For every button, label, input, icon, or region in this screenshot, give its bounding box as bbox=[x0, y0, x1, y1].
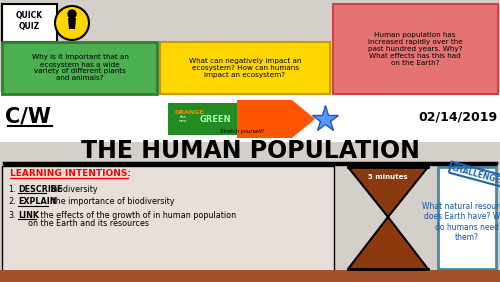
FancyBboxPatch shape bbox=[2, 42, 157, 94]
Polygon shape bbox=[348, 167, 428, 217]
Text: EXPLAIN: EXPLAIN bbox=[18, 197, 57, 206]
Text: the
new: the new bbox=[179, 115, 187, 123]
Polygon shape bbox=[68, 18, 76, 29]
Text: the importance of biodiversity: the importance of biodiversity bbox=[50, 197, 174, 206]
Text: LINK: LINK bbox=[18, 210, 39, 219]
Text: 1.: 1. bbox=[8, 184, 16, 193]
Circle shape bbox=[55, 6, 89, 40]
Text: Stretch yourself!: Stretch yourself! bbox=[220, 129, 264, 133]
Text: 2.: 2. bbox=[8, 197, 16, 206]
Text: Why is it important that an
ecosystem has a wide
variety of different plants
and: Why is it important that an ecosystem ha… bbox=[32, 54, 128, 81]
FancyBboxPatch shape bbox=[2, 4, 57, 42]
Text: C/W: C/W bbox=[5, 107, 51, 127]
Text: biodiversity: biodiversity bbox=[48, 184, 98, 193]
Polygon shape bbox=[237, 100, 315, 138]
Text: 5 minutes: 5 minutes bbox=[368, 174, 408, 180]
Text: the effects of the growth of in human population: the effects of the growth of in human po… bbox=[38, 210, 236, 219]
FancyBboxPatch shape bbox=[2, 166, 334, 272]
FancyBboxPatch shape bbox=[333, 4, 498, 94]
Text: Human population has
increased rapidly over the
past hundred years. Why?
What ef: Human population has increased rapidly o… bbox=[368, 32, 462, 66]
Text: QUICK
QUIZ: QUICK QUIZ bbox=[16, 11, 42, 31]
Polygon shape bbox=[348, 217, 428, 269]
Text: DESCRIBE: DESCRIBE bbox=[18, 184, 62, 193]
Text: 02/14/2019: 02/14/2019 bbox=[418, 111, 498, 124]
Text: CHALLENGE: CHALLENGE bbox=[450, 163, 500, 185]
FancyBboxPatch shape bbox=[168, 103, 243, 135]
Text: What can negatively impact an
ecosystem? How can humans
impact an ecosystem?: What can negatively impact an ecosystem?… bbox=[189, 58, 301, 78]
Text: GREEN: GREEN bbox=[199, 114, 231, 124]
Text: on the Earth and its resources: on the Earth and its resources bbox=[18, 219, 149, 228]
Text: 3.: 3. bbox=[8, 210, 16, 219]
Text: LEARNING INTENTIONS:: LEARNING INTENTIONS: bbox=[10, 169, 131, 179]
Circle shape bbox=[68, 10, 76, 18]
Text: What natural resources
does Earth have? Why
do humans need
them?: What natural resources does Earth have? … bbox=[422, 202, 500, 242]
FancyBboxPatch shape bbox=[160, 42, 330, 94]
FancyBboxPatch shape bbox=[0, 270, 500, 282]
FancyBboxPatch shape bbox=[0, 92, 500, 142]
FancyBboxPatch shape bbox=[438, 167, 496, 269]
Text: ORANGE: ORANGE bbox=[175, 111, 205, 116]
Text: THE HUMAN POPULATION: THE HUMAN POPULATION bbox=[80, 139, 419, 163]
